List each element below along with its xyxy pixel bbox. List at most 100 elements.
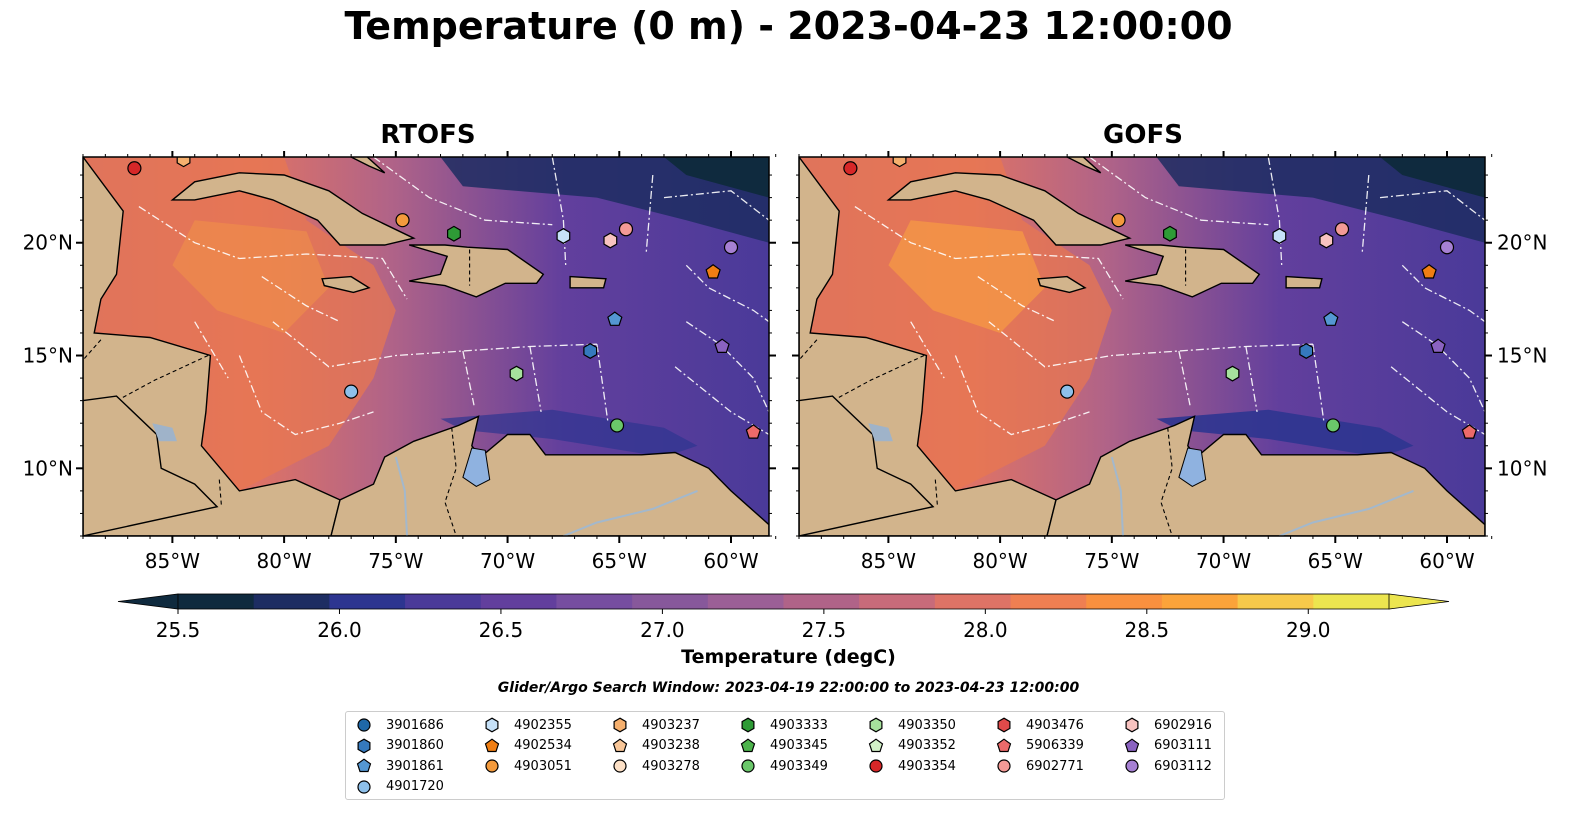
cold-water-region bbox=[664, 157, 769, 198]
float-marker-6903112 bbox=[723, 240, 739, 255]
legend-marker bbox=[613, 759, 627, 773]
legend-marker-hexagon-icon bbox=[613, 717, 627, 733]
x-tick-label: 60°W bbox=[703, 549, 758, 573]
float-marker-4903237 bbox=[892, 157, 907, 168]
river-orinoco bbox=[1279, 489, 1414, 536]
legend-item-4903333: 4903333 bbox=[740, 715, 828, 735]
legend-item-3901686: 3901686 bbox=[356, 715, 444, 735]
legend-label: 4903237 bbox=[642, 717, 700, 733]
float-marker-4902355 bbox=[1272, 228, 1287, 244]
legend-marker bbox=[485, 717, 499, 733]
legend-marker bbox=[997, 717, 1011, 733]
legend-label: 4903349 bbox=[770, 758, 828, 774]
cool-water-region bbox=[1156, 157, 1485, 243]
eez-boundary-line bbox=[977, 276, 1057, 323]
float-marker-4901720 bbox=[1060, 384, 1075, 399]
legend-marker bbox=[741, 759, 755, 773]
eez-boundary-line bbox=[373, 157, 553, 226]
eez-boundary-line bbox=[663, 190, 769, 221]
search-window-note: Glider/Argo Search Window: 2023-04-19 22… bbox=[497, 680, 1080, 696]
legend-label: 3901861 bbox=[386, 758, 444, 774]
border-colombia-venezuela bbox=[444, 427, 457, 536]
legend-label: 4903352 bbox=[898, 738, 956, 753]
legend-marker bbox=[869, 717, 883, 733]
legend-marker bbox=[996, 737, 1012, 752]
float-marker-5906339 bbox=[1461, 424, 1478, 439]
y-tick-label: 15°N bbox=[23, 344, 73, 368]
y-tick-label: 20°N bbox=[23, 231, 73, 255]
map-frame bbox=[798, 156, 1486, 537]
eez-boundary-line bbox=[1245, 346, 1258, 413]
float-marker-6903112 bbox=[1439, 240, 1455, 255]
x-tick-label: 85°W bbox=[861, 549, 916, 573]
eez-boundary-line bbox=[1401, 321, 1485, 413]
legend-label: 5906339 bbox=[1026, 738, 1084, 753]
float-marker-4903051 bbox=[1111, 213, 1126, 228]
legend-item-4903354: 4903354 bbox=[868, 756, 956, 776]
colorbar-tick-label: 29.0 bbox=[1286, 618, 1331, 642]
legend-label: 4903476 bbox=[1026, 717, 1084, 733]
y-tick-label: 10°N bbox=[1497, 456, 1547, 480]
legend-label: 4903051 bbox=[514, 758, 572, 774]
y-tick-label: 10°N bbox=[23, 456, 73, 480]
eez-boundary-line bbox=[596, 344, 609, 424]
legend-item-4903051: 4903051 bbox=[484, 756, 572, 776]
legend-label: 6903111 bbox=[1154, 738, 1212, 753]
float-marker-4903350 bbox=[1225, 365, 1240, 382]
legend-marker bbox=[485, 759, 499, 773]
upwelling-region bbox=[1156, 409, 1414, 457]
x-tick-label: 60°W bbox=[1419, 549, 1474, 573]
legend-label: 4903345 bbox=[770, 738, 828, 753]
panel-title-rtofs: RTOFS bbox=[380, 120, 476, 150]
land-cuba bbox=[886, 172, 1132, 246]
legend-label: 3901686 bbox=[386, 717, 444, 733]
eez-boundary-line bbox=[138, 206, 408, 300]
legend-marker-pentagon-icon bbox=[740, 737, 756, 752]
legend-label: 4903354 bbox=[898, 758, 956, 774]
legend-marker-circle-icon bbox=[1125, 759, 1139, 773]
land-puerto-rico bbox=[569, 275, 607, 289]
legend-marker bbox=[356, 758, 372, 773]
eez-boundary-line bbox=[1379, 190, 1485, 221]
legend-marker-circle-icon bbox=[869, 759, 883, 773]
x-tick-label: 70°W bbox=[1196, 549, 1251, 573]
colorbar-tick-label: 28.5 bbox=[1125, 618, 1170, 642]
float-marker-4903350 bbox=[509, 365, 524, 382]
x-tick-label: 75°W bbox=[1084, 549, 1139, 573]
eez-boundary-line bbox=[1312, 344, 1325, 424]
eez-boundary-line bbox=[261, 276, 341, 323]
border-honduras-nicaragua bbox=[120, 355, 209, 399]
legend-marker-pentagon-icon bbox=[484, 737, 500, 752]
land-jamaica bbox=[1037, 275, 1087, 294]
x-tick-label: 80°W bbox=[256, 549, 311, 573]
lake-maracaibo bbox=[1178, 447, 1207, 487]
land-central-america bbox=[799, 157, 1057, 536]
legend-item-6903112: 6903112 bbox=[1124, 756, 1212, 776]
legend-item-4903345: 4903345 bbox=[740, 736, 828, 756]
legend-marker bbox=[357, 738, 371, 753]
float-legend: 3901686 3901860 3901861 4901720 4902355 49025… bbox=[345, 711, 1225, 800]
y-tick-label: 15°N bbox=[1497, 344, 1547, 368]
legend-marker-circle-icon bbox=[485, 759, 499, 773]
float-marker-4903354 bbox=[843, 161, 858, 176]
legend-marker-pentagon-icon bbox=[356, 758, 372, 773]
eez-boundary-line bbox=[194, 321, 229, 379]
legend-item-4903350: 4903350 bbox=[868, 715, 956, 735]
eez-boundary-line bbox=[910, 321, 945, 379]
map-panels: 85°W 80°W 75°W 70°W 65°W 60°W 20°N 15°N 10°N 85°… bbox=[23, 151, 1547, 573]
legend-marker-hexagon-icon bbox=[741, 717, 755, 733]
float-marker-3901861 bbox=[1323, 311, 1339, 326]
legend-item-5906339: 5906339 bbox=[996, 736, 1084, 756]
legend-marker-pentagon-icon bbox=[996, 737, 1012, 752]
float-marker-4903333 bbox=[447, 225, 461, 242]
river-magdalena bbox=[1110, 456, 1124, 536]
eez-boundary-line bbox=[645, 174, 654, 255]
colorbar-tick-label: 27.5 bbox=[802, 618, 847, 642]
border-guatemala bbox=[83, 339, 102, 361]
eez-boundary-line bbox=[1178, 350, 1191, 406]
legend-marker bbox=[1125, 759, 1139, 773]
panel-title-gofs: GOFS bbox=[1103, 120, 1183, 150]
float-marker-6903111 bbox=[1430, 338, 1446, 353]
legend-marker bbox=[357, 718, 371, 732]
colorbar-tick-label: 28.0 bbox=[963, 618, 1008, 642]
